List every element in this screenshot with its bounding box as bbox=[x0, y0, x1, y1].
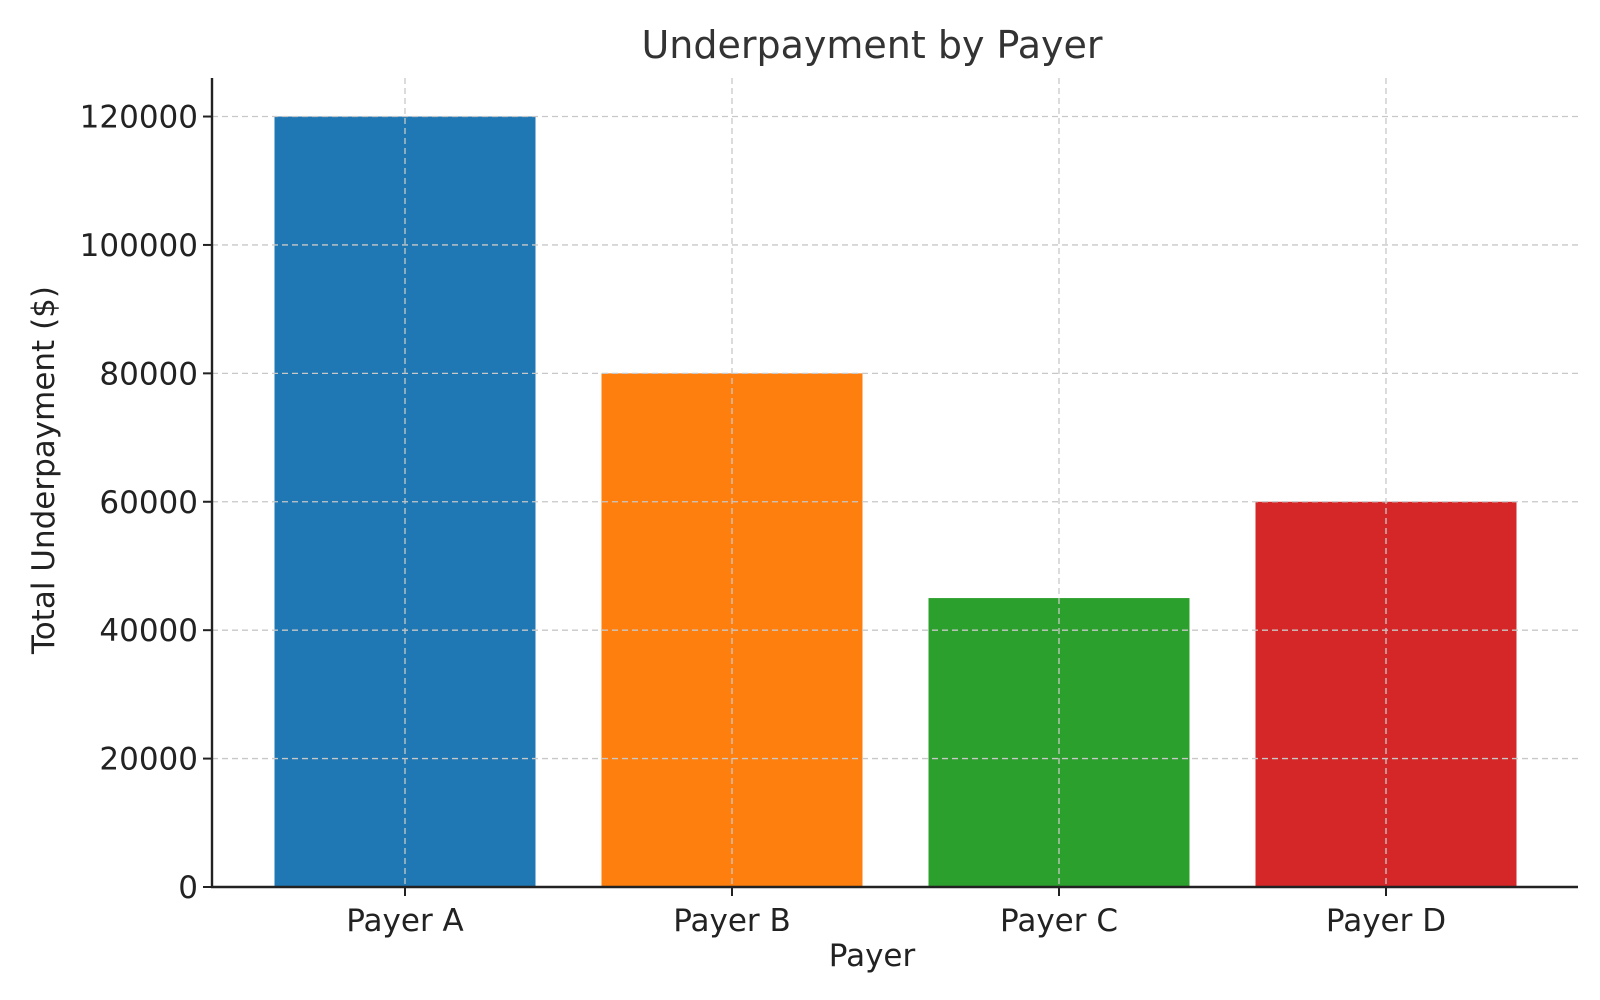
labels-layer: Underpayment by Payer Payer Total Underp… bbox=[26, 23, 1446, 974]
chart-title: Underpayment by Payer bbox=[641, 23, 1102, 67]
x-tick-label: Payer A bbox=[346, 903, 464, 939]
bars-layer bbox=[212, 78, 1578, 888]
y-tick-label: 40000 bbox=[99, 613, 198, 649]
y-axis-label: Total Underpayment ($) bbox=[26, 286, 62, 655]
y-tick-label: 20000 bbox=[99, 742, 198, 778]
y-tick-label: 80000 bbox=[99, 356, 198, 392]
axes-layer bbox=[203, 78, 1578, 896]
x-tick-label: Payer D bbox=[1326, 903, 1446, 939]
y-tick-label: 0 bbox=[178, 870, 198, 906]
x-axis-label: Payer bbox=[829, 938, 916, 974]
x-tick-label: Payer B bbox=[673, 903, 791, 939]
x-tick-label: Payer C bbox=[1000, 903, 1118, 939]
y-tick-label: 120000 bbox=[80, 100, 198, 136]
y-tick-label: 60000 bbox=[99, 485, 198, 521]
y-tick-label: 100000 bbox=[80, 228, 198, 264]
